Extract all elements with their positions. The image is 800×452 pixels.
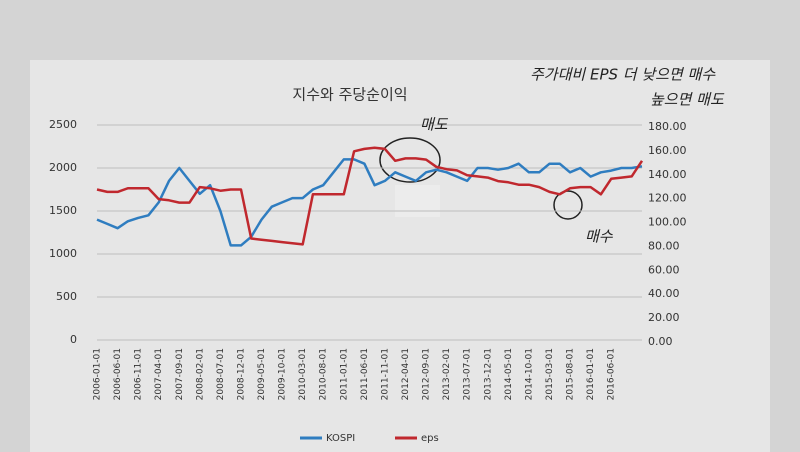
x-tick-label: 2012-09-01 [422, 348, 432, 400]
annotation: 높으면 매도 [650, 91, 725, 109]
y2-tick-label: 0.00 [648, 335, 673, 348]
smudge [395, 185, 440, 217]
x-tick-label: 2007-04-01 [154, 348, 164, 400]
legend-label: KOSPI [326, 433, 355, 444]
x-tick-label: 2011-06-01 [360, 348, 370, 400]
y2-tick-label: 140.00 [648, 168, 687, 181]
y-tick-label: 2500 [49, 118, 77, 131]
x-tick-label: 2010-08-01 [319, 348, 329, 400]
circle-sell [379, 137, 441, 183]
x-tick-label: 2007-09-01 [175, 348, 185, 400]
x-tick-label: 2014-05-01 [504, 348, 514, 400]
x-tick-label: 2015-08-01 [566, 348, 576, 400]
y2-tick-label: 120.00 [648, 192, 687, 205]
y2-tick-label: 180.00 [648, 120, 687, 133]
x-tick-label: 2011-11-01 [380, 348, 390, 400]
y2-tick-label: 20.00 [648, 311, 680, 324]
y-tick-label: 500 [56, 290, 77, 303]
y-tick-label: 1000 [49, 247, 77, 260]
x-tick-label: 2013-07-01 [463, 348, 473, 400]
x-tick-label: 2008-12-01 [236, 348, 246, 400]
x-tick-label: 2011-01-01 [339, 348, 349, 400]
y-tick-label: 1500 [49, 204, 77, 217]
y2-tick-label: 100.00 [648, 216, 687, 229]
legend-label: eps [421, 433, 439, 444]
y2-tick-label: 160.00 [648, 144, 687, 157]
x-tick-label: 2016-01-01 [586, 348, 596, 400]
y-tick-label: 0 [70, 333, 77, 346]
y-tick-label: 2000 [49, 161, 77, 174]
x-tick-label: 2006-11-01 [134, 348, 144, 400]
circle-buy [553, 190, 583, 220]
x-tick-label: 2006-06-01 [113, 348, 123, 400]
x-tick-label: 2012-04-01 [401, 348, 411, 400]
x-tick-label: 2010-03-01 [298, 348, 308, 400]
x-tick-label: 2013-12-01 [483, 348, 493, 400]
chart-title: 지수와 주당순이익 [292, 86, 407, 104]
y2-tick-label: 80.00 [648, 239, 680, 252]
x-tick-label: 2014-10-01 [524, 348, 534, 400]
x-tick-label: 2015-03-01 [545, 348, 555, 400]
annotation: 매도 [420, 116, 449, 134]
x-tick-label: 2016-06-01 [607, 348, 617, 400]
x-tick-label: 2013-02-01 [442, 348, 452, 400]
x-tick-label: 2008-02-01 [195, 348, 205, 400]
x-tick-label: 2009-10-01 [278, 348, 288, 400]
y2-tick-label: 60.00 [648, 263, 680, 276]
annotation: 주가대비 EPS 더 낮으면 매수 [530, 66, 716, 84]
x-tick-label: 2006-01-01 [93, 348, 103, 400]
annotation: 매수 [585, 228, 614, 246]
x-tick-label: 2009-05-01 [257, 348, 267, 400]
series-line [96, 158, 643, 247]
series-line [96, 146, 644, 246]
x-tick-label: 2008-07-01 [216, 348, 226, 400]
y2-tick-label: 40.00 [648, 287, 680, 300]
